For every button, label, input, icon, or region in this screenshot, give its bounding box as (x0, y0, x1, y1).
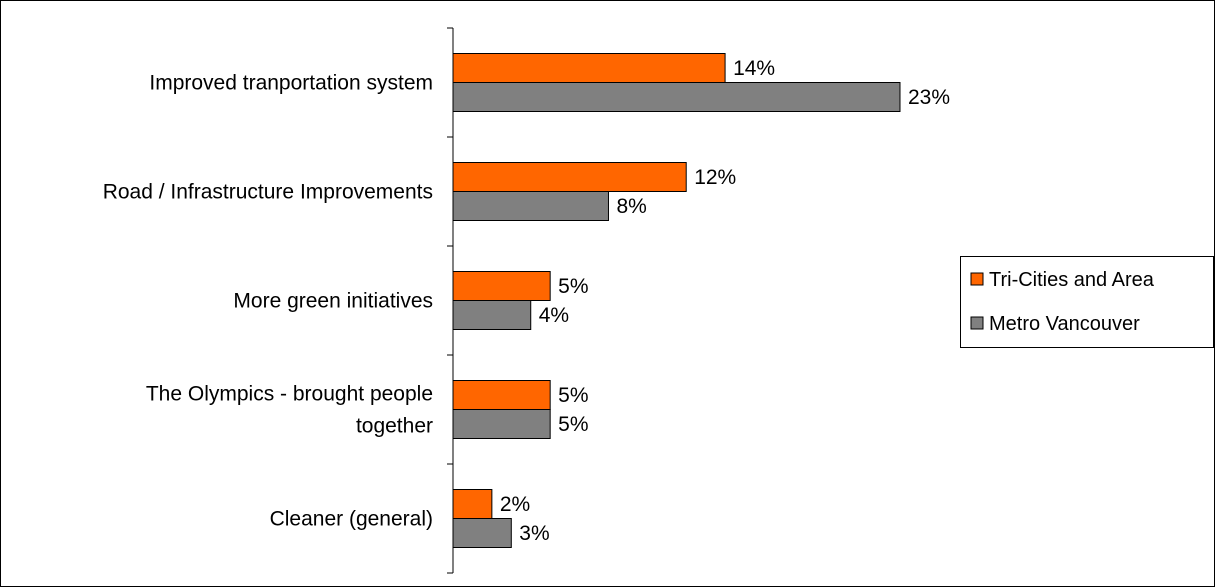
category-label: together (356, 415, 433, 438)
labels-layer: Improved tranportation system 14% 23% Road … (103, 57, 950, 545)
data-label: 12% (694, 166, 736, 189)
data-label: 5% (558, 275, 588, 298)
legend: Tri-Cities and Area Metro Vancouver (960, 256, 1214, 348)
data-label: 23% (908, 86, 950, 109)
bar-metro-vancouver (452, 300, 532, 330)
legend-label-metro-vancouver: Metro Vancouver (989, 313, 1140, 335)
data-label: 14% (733, 57, 775, 80)
legend-label-tri-cities: Tri-Cities and Area (989, 269, 1155, 291)
bar-tri-cities (452, 162, 687, 192)
category-label: More green initiatives (233, 290, 433, 313)
data-label: 4% (539, 304, 569, 327)
bar-metro-vancouver (452, 82, 901, 112)
bars-layer (452, 53, 901, 548)
bar-metro-vancouver (452, 191, 609, 221)
bar-metro-vancouver (452, 409, 551, 439)
bar-tri-cities (452, 271, 551, 301)
data-label: 5% (558, 413, 588, 436)
data-label: 3% (519, 522, 549, 545)
axis-layer (447, 27, 454, 574)
category-label: The Olympics - brought people (146, 383, 433, 406)
bar-tri-cities (452, 53, 726, 83)
data-label: 8% (616, 195, 646, 218)
category-label: Road / Infrastructure Improvements (103, 181, 433, 204)
category-label: Cleaner (general) (270, 508, 433, 531)
bar-tri-cities (452, 489, 493, 519)
data-label: 2% (500, 493, 530, 516)
legend-swatch-metro-vancouver (970, 316, 984, 330)
data-label: 5% (558, 384, 588, 407)
category-label: Improved tranportation system (149, 72, 433, 95)
legend-swatch-tri-cities (970, 272, 984, 286)
bar-metro-vancouver (452, 518, 512, 548)
bar-tri-cities (452, 380, 551, 410)
